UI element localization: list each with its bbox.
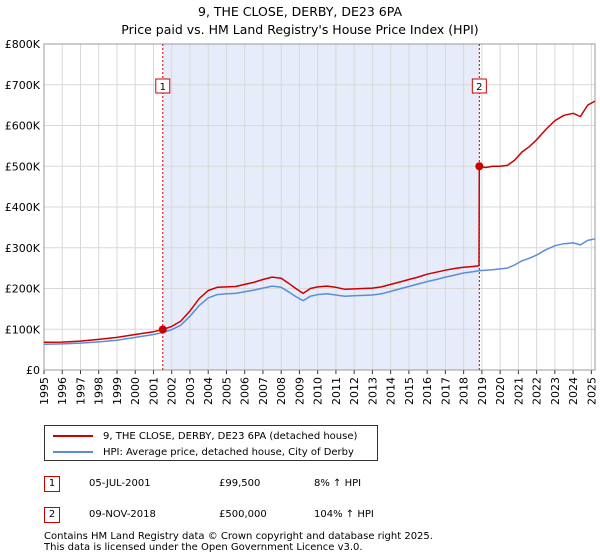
property-price-line bbox=[43, 100, 596, 344]
sale-badge-label: 2 bbox=[476, 82, 482, 93]
x-tick-label: 2010 bbox=[312, 377, 325, 405]
x-tick-label: 2008 bbox=[275, 377, 288, 405]
y-tick-label: £100K bbox=[5, 323, 41, 336]
x-tick-label: 2022 bbox=[531, 377, 544, 405]
sale-badge: 1 bbox=[44, 476, 60, 492]
legend-label-property: 9, THE CLOSE, DERBY, DE23 6PA (detached … bbox=[103, 430, 358, 442]
x-tick-label: 2013 bbox=[366, 377, 379, 405]
sale-row: 1 05-JUL-2001 £99,500 8% ↑ HPI bbox=[44, 476, 564, 494]
x-tick-label: 1999 bbox=[111, 377, 124, 405]
y-tick-label: £600K bbox=[5, 120, 41, 133]
hpi-line bbox=[43, 238, 596, 346]
x-tick-label: 2014 bbox=[385, 377, 398, 405]
footer-attribution: Contains HM Land Registry data © Crown c… bbox=[44, 531, 433, 553]
x-tick-label: 2000 bbox=[129, 377, 142, 405]
y-tick-label: £0 bbox=[26, 364, 40, 377]
x-tick-label: 2002 bbox=[166, 377, 179, 405]
chart-subtitle: Price paid vs. HM Land Registry's House … bbox=[121, 22, 479, 37]
price-chart: £0 £100K £200K £300K £400K £500K £600K £700K £80… bbox=[5, 38, 599, 405]
sale-price: £99,500 bbox=[219, 478, 261, 489]
legend-swatch-hpi bbox=[53, 451, 93, 453]
legend-item-property: 9, THE CLOSE, DERBY, DE23 6PA (detached … bbox=[53, 428, 357, 444]
x-tick-label: 2025 bbox=[585, 377, 598, 405]
x-tick-label: 2005 bbox=[220, 377, 233, 405]
x-tick-label: 1996 bbox=[56, 377, 69, 405]
x-tick-label: 2023 bbox=[549, 377, 562, 405]
legend-item-hpi: HPI: Average price, detached house, City… bbox=[53, 444, 354, 460]
sale-row: 2 09-NOV-2018 £500,000 104% ↑ HPI bbox=[44, 507, 564, 525]
x-tick-label: 2004 bbox=[202, 377, 215, 405]
x-tick-label: 2012 bbox=[348, 377, 361, 405]
y-tick-label: £700K bbox=[5, 79, 41, 92]
sale-hpi-change: 8% ↑ HPI bbox=[314, 478, 362, 489]
x-tick-label: 2009 bbox=[293, 377, 306, 405]
x-tick-label: 2003 bbox=[184, 377, 197, 405]
y-tick-label: £500K bbox=[5, 160, 41, 173]
x-tick-label: 2006 bbox=[239, 377, 252, 405]
x-tick-label: 1997 bbox=[74, 377, 87, 405]
x-tick-label: 2016 bbox=[421, 377, 434, 405]
sale-date: 09-NOV-2018 bbox=[89, 509, 156, 520]
sale-hpi-change: 104% ↑ HPI bbox=[314, 509, 374, 520]
sale-badge-box bbox=[471, 78, 487, 94]
x-tick-label: 1995 bbox=[38, 377, 51, 405]
x-tick-label: 2011 bbox=[330, 377, 343, 405]
x-tick-label: 2021 bbox=[512, 377, 525, 405]
x-tick-label: 2020 bbox=[494, 377, 507, 405]
sale-date: 05-JUL-2001 bbox=[89, 478, 151, 489]
y-tick-label: £400K bbox=[5, 201, 41, 214]
chart-title-block: 9, THE CLOSE, DERBY, DE23 6PA Price paid… bbox=[0, 3, 600, 39]
x-tick-label: 2024 bbox=[567, 377, 580, 405]
x-tick-label: 2007 bbox=[257, 377, 270, 405]
legend-label-hpi: HPI: Average price, detached house, City… bbox=[103, 446, 354, 458]
sale-point bbox=[475, 162, 484, 171]
sale-badge: 2 bbox=[44, 507, 60, 523]
legend-swatch-property bbox=[53, 435, 93, 437]
sale-price: £500,000 bbox=[219, 509, 267, 520]
sale-badge-label: 1 bbox=[160, 82, 166, 93]
x-tick-label: 1998 bbox=[93, 377, 106, 405]
x-tick-label: 2017 bbox=[439, 377, 452, 405]
sale-point bbox=[158, 325, 167, 334]
chart-legend: 9, THE CLOSE, DERBY, DE23 6PA (detached … bbox=[44, 425, 378, 461]
y-tick-label: £800K bbox=[5, 38, 41, 51]
y-tick-label: £300K bbox=[5, 242, 41, 255]
sale-badge-box bbox=[155, 78, 171, 94]
x-tick-label: 2001 bbox=[147, 377, 160, 405]
x-tick-label: 2015 bbox=[403, 377, 416, 405]
plot-frame bbox=[43, 43, 596, 371]
y-tick-label: £200K bbox=[5, 283, 41, 296]
x-tick-label: 2018 bbox=[458, 377, 471, 405]
footer-line-1: Contains HM Land Registry data © Crown c… bbox=[44, 531, 433, 542]
x-tick-label: 2019 bbox=[476, 377, 489, 405]
chart-title: 9, THE CLOSE, DERBY, DE23 6PA bbox=[198, 4, 402, 19]
footer-line-2: This data is licensed under the Open Gov… bbox=[44, 542, 363, 553]
